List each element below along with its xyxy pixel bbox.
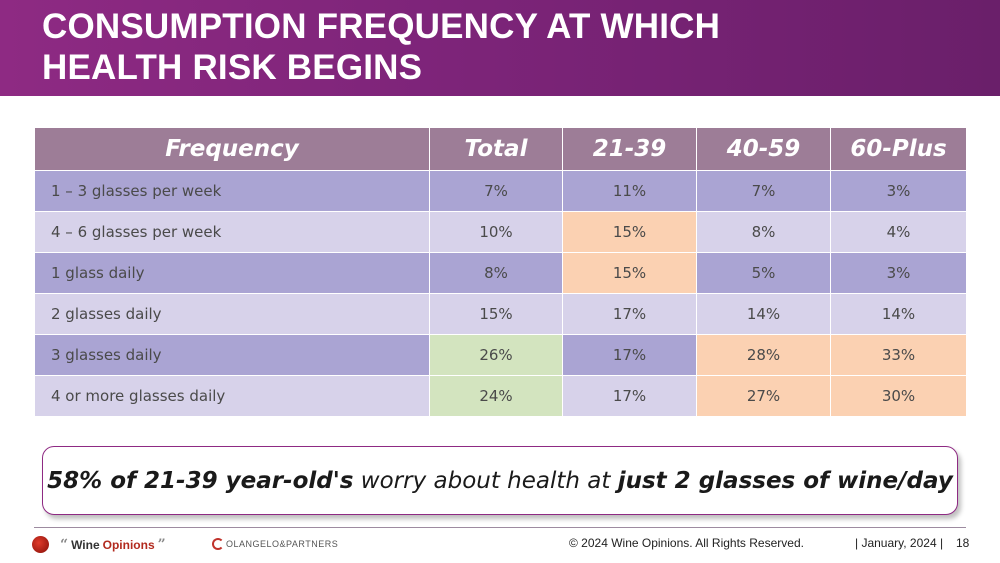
wine-badge-icon [32, 536, 49, 553]
table-row: 2 glasses daily 15% 17% 14% 14% [34, 293, 967, 335]
frequency-table: Frequency Total 21-39 40-59 60-Plus 1 – … [34, 127, 967, 417]
slide-title-line1: CONSUMPTION FREQUENCY AT WHICH [42, 7, 721, 46]
slide-title: CONSUMPTION FREQUENCY AT WHICH HEALTH RI… [42, 6, 942, 88]
colangelo-logo-text: OLANGELO&PARTNERS [226, 539, 339, 549]
cell-21-39: 15% [562, 252, 697, 294]
table-row: 1 – 3 glasses per week 7% 11% 7% 3% [34, 170, 967, 212]
header-total: Total [429, 127, 563, 171]
cell-total: 10% [429, 211, 563, 253]
cell-60-plus: 14% [830, 293, 967, 335]
colangelo-partners-logo: OLANGELO&PARTNERS [212, 538, 338, 550]
callout-emphasis-amount: just 2 glasses of wine/day [617, 467, 953, 494]
logo-quote-open: “ [60, 536, 69, 553]
cell-40-59: 5% [696, 252, 831, 294]
row-label: 1 glass daily [34, 252, 430, 294]
slide-title-line2: HEALTH RISK BEGINS [42, 48, 423, 87]
callout-middle-text: worry about health at [360, 467, 611, 494]
cell-60-plus: 30% [830, 375, 967, 417]
cell-total: 24% [429, 375, 563, 417]
cell-40-59: 8% [696, 211, 831, 253]
cell-40-59: 14% [696, 293, 831, 335]
cell-60-plus: 33% [830, 334, 967, 376]
copyright-text: © 2024 Wine Opinions. All Rights Reserve… [569, 536, 804, 550]
header-60-plus: 60-Plus [830, 127, 967, 171]
cell-total: 26% [429, 334, 563, 376]
table-row: 4 – 6 glasses per week 10% 15% 8% 4% [34, 211, 967, 253]
colangelo-c-icon [212, 538, 224, 550]
cell-60-plus: 4% [830, 211, 967, 253]
row-label: 1 – 3 glasses per week [34, 170, 430, 212]
table-header-row: Frequency Total 21-39 40-59 60-Plus [34, 127, 967, 171]
cell-40-59: 7% [696, 170, 831, 212]
table-row: 1 glass daily 8% 15% 5% 3% [34, 252, 967, 294]
cell-21-39: 17% [562, 293, 697, 335]
logo-wine-text: Wine [71, 537, 100, 552]
cell-total: 15% [429, 293, 563, 335]
cell-60-plus: 3% [830, 252, 967, 294]
page-number: 18 [956, 536, 970, 550]
cell-21-39: 15% [562, 211, 697, 253]
cell-60-plus: 3% [830, 170, 967, 212]
cell-40-59: 28% [696, 334, 831, 376]
callout-emphasis-group: 58% of 21-39 year-old's [47, 467, 354, 494]
row-label: 2 glasses daily [34, 293, 430, 335]
footer-divider [34, 527, 966, 528]
logo-quote-close: ” [157, 536, 166, 553]
logo-opinions-text: Opinions [102, 537, 155, 552]
wine-opinions-logo: “ Wine Opinions ” [32, 536, 169, 553]
cell-21-39: 17% [562, 375, 697, 417]
cell-40-59: 27% [696, 375, 831, 417]
row-label: 4 or more glasses daily [34, 375, 430, 417]
row-label: 3 glasses daily [34, 334, 430, 376]
cell-21-39: 11% [562, 170, 697, 212]
cell-total: 8% [429, 252, 563, 294]
cell-21-39: 17% [562, 334, 697, 376]
title-banner: CONSUMPTION FREQUENCY AT WHICH HEALTH RI… [0, 0, 1000, 96]
row-label: 4 – 6 glasses per week [34, 211, 430, 253]
key-finding-callout: 58% of 21-39 year-old's worry about heal… [42, 446, 958, 515]
header-40-59: 40-59 [696, 127, 831, 171]
table-row: 4 or more glasses daily 24% 17% 27% 30% [34, 375, 967, 417]
header-frequency: Frequency [34, 127, 430, 171]
header-21-39: 21-39 [562, 127, 697, 171]
cell-total: 7% [429, 170, 563, 212]
table-row: 3 glasses daily 26% 17% 28% 33% [34, 334, 967, 376]
footer-date: | January, 2024 | [855, 536, 944, 550]
